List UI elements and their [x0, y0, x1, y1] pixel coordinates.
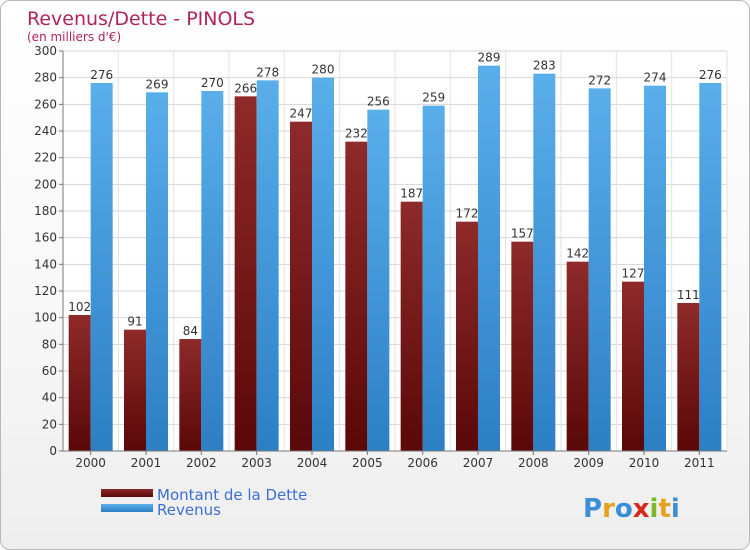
y-tick-label: 100	[34, 311, 57, 325]
y-tick-label: 280	[34, 71, 57, 85]
bar-debt-2003	[234, 96, 257, 451]
legend-label-revenus: Revenus	[157, 501, 221, 519]
data-label-revenus-2005: 256	[367, 95, 390, 109]
y-tick-label: 200	[34, 177, 57, 191]
x-tick-label: 2003	[241, 456, 272, 470]
bar-debt-2006	[400, 201, 423, 451]
data-label-debt-2009: 142	[566, 247, 589, 261]
bar-debt-2001	[124, 329, 146, 451]
bar-debt-2000	[68, 315, 91, 451]
y-tick-label: 160	[34, 231, 57, 245]
x-tick-label: 2002	[186, 456, 217, 470]
data-label-debt-2008: 157	[511, 227, 534, 241]
bar-revenus-2005	[367, 109, 390, 452]
bar-revenus-2000	[90, 83, 113, 451]
x-tick-label: 2005	[352, 456, 383, 470]
legend-label-debt: Montant de la Dette	[157, 486, 307, 504]
data-label-revenus-2007: 289	[478, 51, 501, 65]
data-label-revenus-2008: 283	[533, 59, 556, 73]
x-tick-label: 2007	[463, 456, 494, 470]
y-tick-label: 0	[49, 444, 57, 458]
y-tick-label: 40	[42, 391, 57, 405]
bar-revenus-2010	[644, 85, 666, 452]
data-label-debt-2000: 102	[68, 300, 91, 314]
y-tick-label: 260	[34, 97, 57, 111]
data-label-debt-2011: 111	[677, 288, 700, 302]
chart-title: Revenus/Dette - PINOLS	[27, 8, 255, 30]
bar-revenus-2009	[588, 88, 611, 451]
data-label-revenus-2009: 272	[588, 73, 611, 87]
bar-revenus-2003	[256, 80, 279, 451]
legend-swatch-debt	[101, 489, 153, 497]
bar-debt-2007	[456, 221, 478, 451]
grid	[59, 50, 728, 455]
data-label-debt-2001: 91	[127, 315, 142, 329]
bar-debt-2004	[290, 121, 312, 452]
data-label-debt-2006: 187	[400, 187, 423, 201]
data-label-revenus-2003: 278	[256, 65, 279, 79]
data-label-debt-2003: 266	[234, 81, 257, 95]
y-axis-ticks: 0 20 40 60 80 100 120 140 160 180 200 220 240 260 280 3…	[34, 44, 57, 458]
bar-revenus-2001	[146, 92, 168, 451]
legend: Montant de la Dette Revenus	[101, 486, 307, 519]
x-tick-label: 2011	[684, 456, 715, 470]
data-label-revenus-2010: 274	[644, 71, 667, 85]
data-label-revenus-2002: 270	[201, 76, 224, 90]
y-tick-label: 60	[42, 364, 57, 378]
bar-revenus-2011	[699, 83, 722, 451]
bars	[68, 65, 722, 452]
x-tick-label: 2001	[131, 456, 162, 470]
data-label-revenus-2011: 276	[699, 68, 722, 82]
data-label-debt-2005: 232	[345, 127, 368, 141]
data-label-debt-2010: 127	[622, 267, 645, 281]
svg-text:Proxiti: Proxiti	[583, 494, 680, 524]
bar-revenus-2004	[312, 77, 334, 452]
data-label-revenus-2004: 280	[312, 63, 335, 77]
y-tick-label: 80	[42, 337, 57, 351]
x-tick-label: 2006	[407, 456, 438, 470]
data-label-debt-2002: 84	[183, 324, 198, 338]
data-labels: 102 276 91 269 84 270 266 278 247 280 232 256 187 259…	[62, 51, 727, 452]
legend-swatch-revenus	[101, 504, 153, 512]
data-label-debt-2007: 172	[456, 207, 479, 221]
y-tick-label: 180	[34, 204, 57, 218]
bar-revenus-2007	[478, 65, 500, 452]
bar-revenus-2008	[533, 73, 556, 452]
x-tick-label: 2008	[518, 456, 549, 470]
bar-revenus-2006	[422, 105, 445, 452]
bar-debt-2005	[345, 141, 368, 451]
y-tick-label: 220	[34, 151, 57, 165]
bar-debt-2010	[622, 281, 644, 451]
bar-debt-2008	[511, 241, 534, 451]
data-label-revenus-2006: 259	[422, 91, 445, 105]
x-tick-label: 2009	[573, 456, 604, 470]
y-tick-label: 20	[42, 417, 57, 431]
x-tick-label: 2000	[75, 456, 106, 470]
bar-debt-2009	[566, 261, 589, 451]
chart-subtitle: (en milliers d'€)	[27, 30, 121, 44]
bar-debt-2002	[179, 339, 202, 451]
x-tick-label: 2004	[297, 456, 328, 470]
x-tick-label: 2010	[629, 456, 660, 470]
data-label-revenus-2001: 269	[146, 77, 169, 91]
x-axis-ticks: 2000 2001 2002 2003 2004 2005 2006 2007 2008 2009…	[75, 456, 714, 470]
y-tick-label: 140	[34, 257, 57, 271]
bar-debt-2011	[677, 303, 700, 451]
y-tick-label: 240	[34, 124, 57, 138]
y-tick-label: 300	[34, 44, 57, 58]
y-tick-label: 120	[34, 284, 57, 298]
bar-revenus-2002	[201, 91, 224, 451]
data-label-revenus-2000: 276	[90, 68, 113, 82]
data-label-debt-2004: 247	[290, 107, 313, 121]
proxiti-logo: Proxiti	[583, 494, 680, 524]
